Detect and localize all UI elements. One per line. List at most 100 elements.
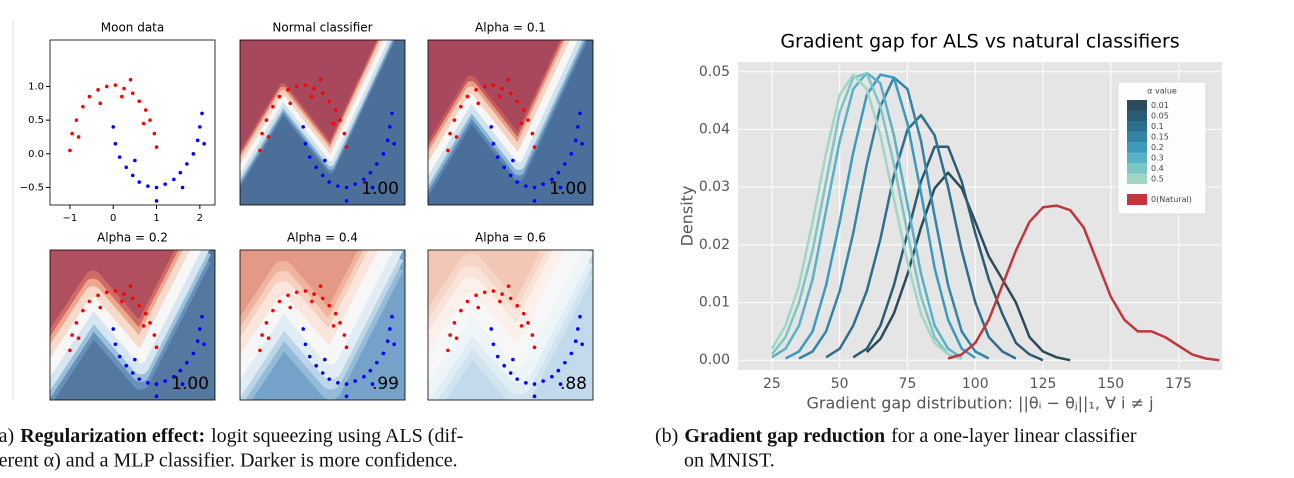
- scatter-point: [178, 170, 183, 175]
- scatter-point: [344, 345, 349, 350]
- scatter-point: [541, 379, 545, 383]
- decision-boundary: [240, 250, 394, 380]
- scatter-point: [578, 314, 582, 319]
- legend-swatch: [1127, 163, 1147, 174]
- caption-label: (b): [655, 425, 678, 447]
- scatter-point: [338, 321, 342, 325]
- scatter-point: [301, 125, 306, 129]
- scatter-point: [68, 348, 72, 353]
- density-line: [947, 204, 1220, 362]
- scatter-point: [310, 299, 314, 304]
- scatter-point: [307, 354, 312, 359]
- x-tick-label: 75: [899, 376, 917, 392]
- scatter-point: [569, 351, 574, 356]
- scatter-point: [576, 125, 580, 129]
- contour-panel: [240, 250, 405, 400]
- scatter-point: [130, 173, 135, 178]
- scatter-point: [98, 101, 103, 106]
- scatter-point: [117, 354, 122, 359]
- scatter-point: [476, 305, 481, 310]
- scatter-point: [573, 138, 578, 143]
- scatter-point: [258, 348, 262, 353]
- scatter-point: [191, 152, 196, 156]
- scatter-point: [87, 94, 92, 99]
- scatter-point: [344, 394, 349, 399]
- scatter-point: [178, 368, 183, 373]
- scatter-point: [180, 185, 185, 190]
- scatter-point: [260, 333, 264, 337]
- scatter-point: [459, 104, 463, 109]
- scatter-point: [495, 354, 500, 359]
- scatter-point: [323, 357, 327, 362]
- scatter-point: [524, 184, 528, 188]
- scatter-point: [521, 311, 526, 316]
- scatter-point: [128, 284, 133, 288]
- scatter-point: [303, 342, 308, 347]
- scatter-point: [578, 111, 582, 116]
- scatter-point: [452, 118, 457, 122]
- x-tick-label: 50: [831, 376, 849, 392]
- scatter-point: [130, 296, 135, 301]
- confidence-region: [428, 40, 574, 170]
- caption-b-line-2: on MNIST.: [684, 450, 775, 472]
- scatter-point: [368, 368, 373, 373]
- x-tick-label: 25: [763, 376, 781, 392]
- scatter-point: [532, 382, 537, 386]
- scatter-point: [120, 94, 124, 99]
- scatter-point: [353, 379, 357, 383]
- scatter-point: [113, 289, 118, 293]
- legend-title: α value: [1147, 87, 1177, 96]
- scatter-point: [446, 348, 450, 353]
- y-tick-label: −0.5: [20, 182, 44, 193]
- y-tick-label: 0.00: [699, 352, 730, 368]
- scatter-point: [511, 357, 515, 362]
- caption-bold: Gradient gap reduction: [684, 425, 885, 447]
- scatter-point: [569, 152, 574, 156]
- scatter-point: [266, 336, 271, 340]
- plot-frame: [49, 249, 216, 401]
- scatter-point: [122, 292, 126, 296]
- score-label: 1.00: [549, 179, 587, 199]
- scatter-point: [152, 131, 157, 136]
- density-line: [770, 72, 963, 361]
- plot-frame: [239, 249, 406, 401]
- plot-frame: [49, 39, 216, 206]
- scatter-point: [576, 327, 580, 331]
- legend-swatch: [1127, 142, 1147, 153]
- scatter-point: [344, 199, 349, 203]
- scatter-point: [532, 345, 537, 350]
- scatter-point: [303, 141, 308, 146]
- scatter-point: [327, 99, 332, 104]
- contour-panel: [240, 40, 405, 205]
- scatter-point: [327, 377, 332, 381]
- scatter-point: [353, 182, 357, 186]
- contour-panel: [50, 250, 215, 400]
- scatter-point: [96, 293, 100, 298]
- legend-label: 0.5: [1151, 175, 1164, 184]
- scatter-point: [120, 299, 124, 304]
- density-line: [770, 73, 963, 361]
- y-tick-label: 0.02: [699, 237, 730, 253]
- scatter-point: [277, 299, 282, 304]
- scatter-point: [502, 165, 507, 170]
- scatter-point: [307, 155, 312, 159]
- legend-label: 0(Natural): [1151, 195, 1192, 204]
- subplot-title: Alpha = 0.4: [287, 231, 358, 245]
- scatter-point: [500, 86, 504, 91]
- scatter-point: [113, 342, 118, 347]
- plot-frame: [427, 39, 594, 206]
- scatter-point: [312, 86, 316, 91]
- scatter-point: [202, 141, 206, 146]
- scatter-point: [163, 379, 167, 383]
- scatter-point: [195, 339, 200, 344]
- scatter-point: [314, 165, 319, 170]
- scatter-point: [320, 173, 325, 178]
- density-line: [784, 73, 977, 360]
- scatter-point: [388, 327, 392, 331]
- scatter-point: [342, 131, 347, 136]
- scatter-point: [532, 199, 537, 203]
- scatter-point: [336, 381, 340, 385]
- scatter-point: [550, 374, 554, 379]
- scatter-point: [185, 162, 189, 166]
